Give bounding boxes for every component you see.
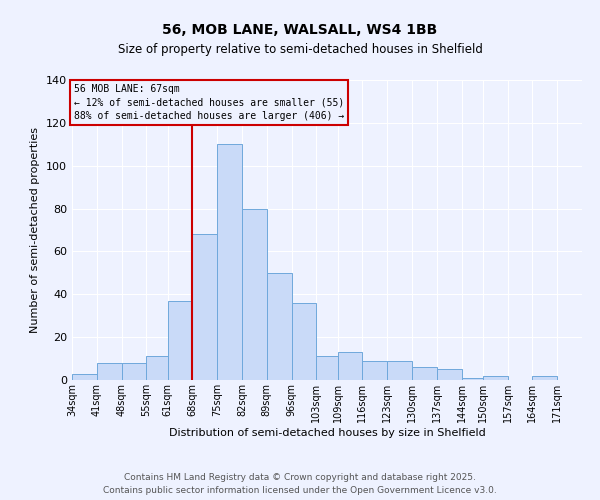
Bar bbox=[242, 208, 267, 380]
Bar bbox=[193, 234, 217, 380]
Bar bbox=[338, 352, 362, 380]
Text: 56 MOB LANE: 67sqm
← 12% of semi-detached houses are smaller (55)
88% of semi-de: 56 MOB LANE: 67sqm ← 12% of semi-detache… bbox=[74, 84, 344, 120]
Bar bbox=[122, 363, 146, 380]
Bar bbox=[437, 370, 461, 380]
Bar bbox=[72, 374, 97, 380]
Bar bbox=[97, 363, 122, 380]
X-axis label: Distribution of semi-detached houses by size in Shelfield: Distribution of semi-detached houses by … bbox=[169, 428, 485, 438]
Bar bbox=[292, 303, 316, 380]
Text: Contains HM Land Registry data © Crown copyright and database right 2025.: Contains HM Land Registry data © Crown c… bbox=[124, 472, 476, 482]
Y-axis label: Number of semi-detached properties: Number of semi-detached properties bbox=[31, 127, 40, 333]
Bar bbox=[167, 300, 193, 380]
Bar bbox=[387, 360, 412, 380]
Bar bbox=[146, 356, 167, 380]
Bar bbox=[362, 360, 387, 380]
Bar bbox=[532, 376, 557, 380]
Bar bbox=[267, 273, 292, 380]
Text: Contains public sector information licensed under the Open Government Licence v3: Contains public sector information licen… bbox=[103, 486, 497, 495]
Text: 56, MOB LANE, WALSALL, WS4 1BB: 56, MOB LANE, WALSALL, WS4 1BB bbox=[163, 22, 437, 36]
Bar bbox=[461, 378, 483, 380]
Text: Size of property relative to semi-detached houses in Shelfield: Size of property relative to semi-detach… bbox=[118, 42, 482, 56]
Bar bbox=[217, 144, 242, 380]
Bar bbox=[316, 356, 338, 380]
Bar bbox=[412, 367, 437, 380]
Bar bbox=[483, 376, 508, 380]
